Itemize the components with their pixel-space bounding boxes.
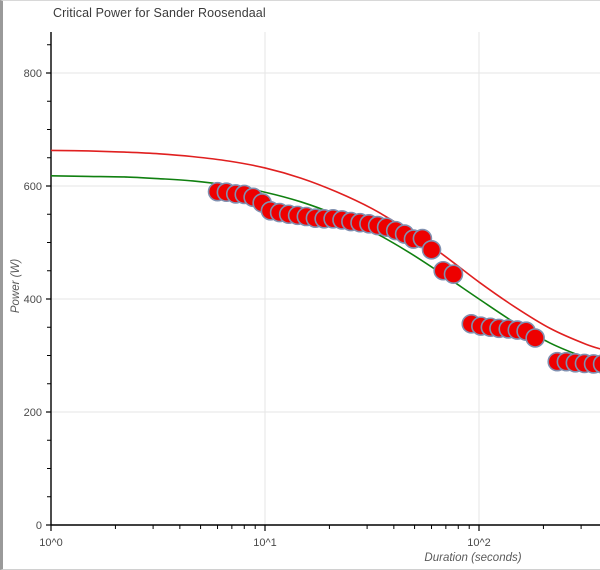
- data-point[interactable]: [421, 240, 442, 260]
- y-tick-label: 400: [24, 294, 42, 306]
- critical-power-chart: 0 200 400 600 800 10^0 10^1 10^2 Power (W) Dura…: [10, 32, 600, 564]
- data-point[interactable]: [525, 328, 545, 348]
- data-point[interactable]: [443, 264, 464, 284]
- page-title: Critical Power for Sander Roosendaal: [53, 6, 266, 20]
- x-tick-label: 10^1: [253, 537, 277, 549]
- y-tick-label: 800: [24, 68, 42, 80]
- y-axis-title: Power (W): [10, 259, 22, 313]
- x-tick-label: 10^0: [39, 537, 63, 549]
- y-tick-label: 600: [24, 181, 42, 193]
- axis-lines: [50, 32, 600, 526]
- y-tick-label: 0: [36, 520, 42, 532]
- axis-ticks: [46, 44, 582, 531]
- axis-tick-labels: 0 200 400 600 800 10^0 10^1 10^2: [24, 68, 491, 549]
- x-axis-title: Duration (seconds): [424, 552, 521, 564]
- grid-lines: [51, 32, 600, 525]
- y-tick-label: 200: [24, 407, 42, 419]
- data-series: [51, 149, 600, 374]
- model-fit-line: [51, 149, 600, 350]
- x-tick-label: 10^2: [467, 537, 491, 549]
- data-point[interactable]: [592, 354, 600, 374]
